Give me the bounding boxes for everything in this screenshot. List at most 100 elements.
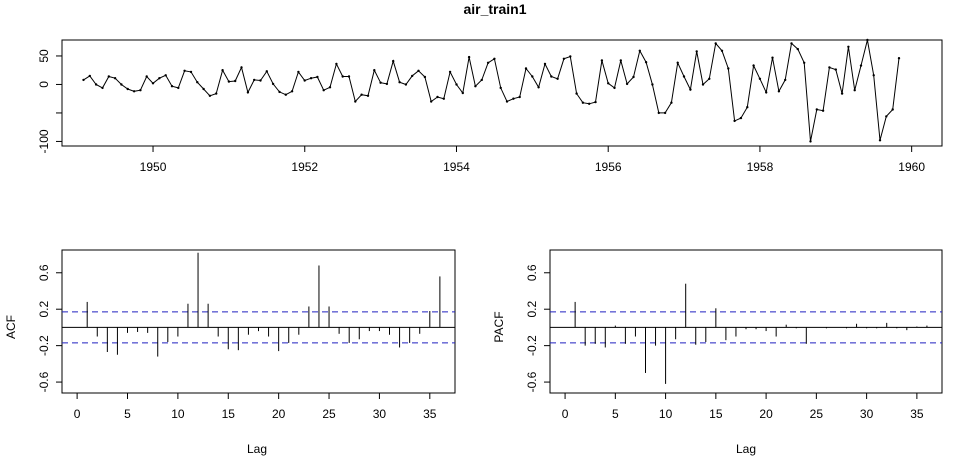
ts-data-point <box>613 86 616 90</box>
ts-data-point <box>727 67 730 70</box>
ts-data-point <box>423 75 427 79</box>
acf-x-tick-label: 5 <box>124 407 131 421</box>
ts-data-point <box>392 59 395 63</box>
acf-x-tick-label: 20 <box>272 407 286 421</box>
ts-data-point <box>404 83 408 86</box>
ts-data-point <box>158 77 161 80</box>
ts-data-point <box>120 83 123 86</box>
pacf-x-tick-label: 15 <box>709 407 723 421</box>
ts-data-point <box>803 61 806 64</box>
ts-data-point <box>784 78 787 82</box>
ts-data-point <box>309 77 313 80</box>
ts-data-point <box>885 115 888 118</box>
ts-data-point <box>215 92 218 95</box>
ts-data-point <box>550 75 553 78</box>
ts-data-point <box>455 83 458 86</box>
ts-data-point <box>88 74 92 78</box>
ts-data-point <box>512 97 515 100</box>
ts-data-point <box>202 87 205 91</box>
ts-data-point <box>815 108 818 111</box>
ts-data-point <box>625 82 629 86</box>
ts-data-point <box>94 83 98 86</box>
ts-data-point <box>505 100 509 103</box>
acf-x-tick-label: 30 <box>373 407 387 421</box>
pacf-x-tick-label: 35 <box>910 407 924 421</box>
ts-data-point <box>657 111 660 115</box>
ts-data-point <box>347 75 351 78</box>
ts-data-point <box>607 82 610 85</box>
ts-data-point <box>821 109 825 112</box>
ts-data-point <box>486 61 490 64</box>
ts-data-point <box>480 78 483 82</box>
ts-data-point <box>303 79 306 82</box>
ts-data-point <box>493 57 496 60</box>
ts-data-point <box>632 75 635 79</box>
ts-data-point <box>840 92 844 95</box>
ts-data-point <box>316 75 319 79</box>
ts-data-point <box>708 77 711 81</box>
ts-data-point <box>897 57 901 60</box>
ts-data-point <box>859 64 863 67</box>
time-series-panel: 1950 1952 1954 1956 1958 1960 -100 0 50 <box>37 38 943 174</box>
ts-data-point <box>366 94 370 98</box>
ts-data-point <box>796 47 799 51</box>
ts-data-point <box>499 86 502 90</box>
ts-data-point <box>575 92 578 95</box>
ts-data-point <box>189 70 193 74</box>
pacf-x-axis-label: Lag <box>736 442 756 456</box>
ts-data-point <box>170 85 174 88</box>
acf-x-axis-label: Lag <box>247 442 267 456</box>
pacf-y-tick-label: -0.2 <box>525 335 539 356</box>
ts-data-point <box>777 90 781 93</box>
ts-data-point <box>436 95 439 99</box>
ts-data-point <box>828 66 831 69</box>
ts-data-point <box>739 116 743 120</box>
ts-data-point <box>221 69 224 72</box>
ts-data-point <box>398 81 401 84</box>
ts-data-point <box>758 77 762 81</box>
ts-data-point <box>891 108 894 111</box>
ts-data-point <box>834 68 837 71</box>
ts-data-point <box>765 91 768 94</box>
ts-data-point <box>373 69 376 72</box>
ts-data-point <box>177 86 180 90</box>
ts-data-point <box>670 101 673 104</box>
ts-x-tick-label: 1950 <box>140 160 167 174</box>
ts-data-point <box>562 57 566 60</box>
ts-data-point <box>746 106 749 109</box>
ts-x-tick-label: 1956 <box>595 160 622 174</box>
acf-y-axis-label: ACF <box>4 315 18 339</box>
ts-data-point <box>733 119 736 123</box>
ts-data-point <box>878 139 882 142</box>
ts-data-point <box>853 89 856 92</box>
ts-data-point <box>594 100 597 104</box>
ts-series-line <box>83 39 900 142</box>
ts-data-point <box>524 67 528 70</box>
ts-data-point <box>682 75 686 78</box>
ts-data-point <box>322 89 325 92</box>
pacf-x-tick-label: 30 <box>860 407 874 421</box>
acf-x-tick-label: 25 <box>322 407 336 421</box>
ts-data-point <box>474 85 477 88</box>
ts-y-tick-label: -100 <box>37 129 51 153</box>
ts-data-point <box>448 70 452 74</box>
pacf-y-tick-label: -0.6 <box>525 371 539 392</box>
acf-y-tick-label: -0.2 <box>37 335 51 356</box>
ts-plot-frame <box>61 39 943 147</box>
ts-data-point <box>335 62 338 66</box>
ts-data-point <box>354 100 357 103</box>
ts-data-point <box>790 42 793 45</box>
ts-data-point <box>619 59 622 62</box>
ts-data-point <box>556 77 559 81</box>
ts-data-point <box>284 93 287 96</box>
ts-x-tick-label: 1958 <box>747 160 774 174</box>
ts-data-point <box>151 82 155 85</box>
acf-y-tick-label: 0.2 <box>37 301 51 318</box>
ts-data-point <box>107 75 111 78</box>
ts-data-point <box>581 101 585 104</box>
ts-data-point <box>253 78 256 82</box>
ts-data-point <box>101 86 104 90</box>
ts-data-point <box>847 45 850 48</box>
